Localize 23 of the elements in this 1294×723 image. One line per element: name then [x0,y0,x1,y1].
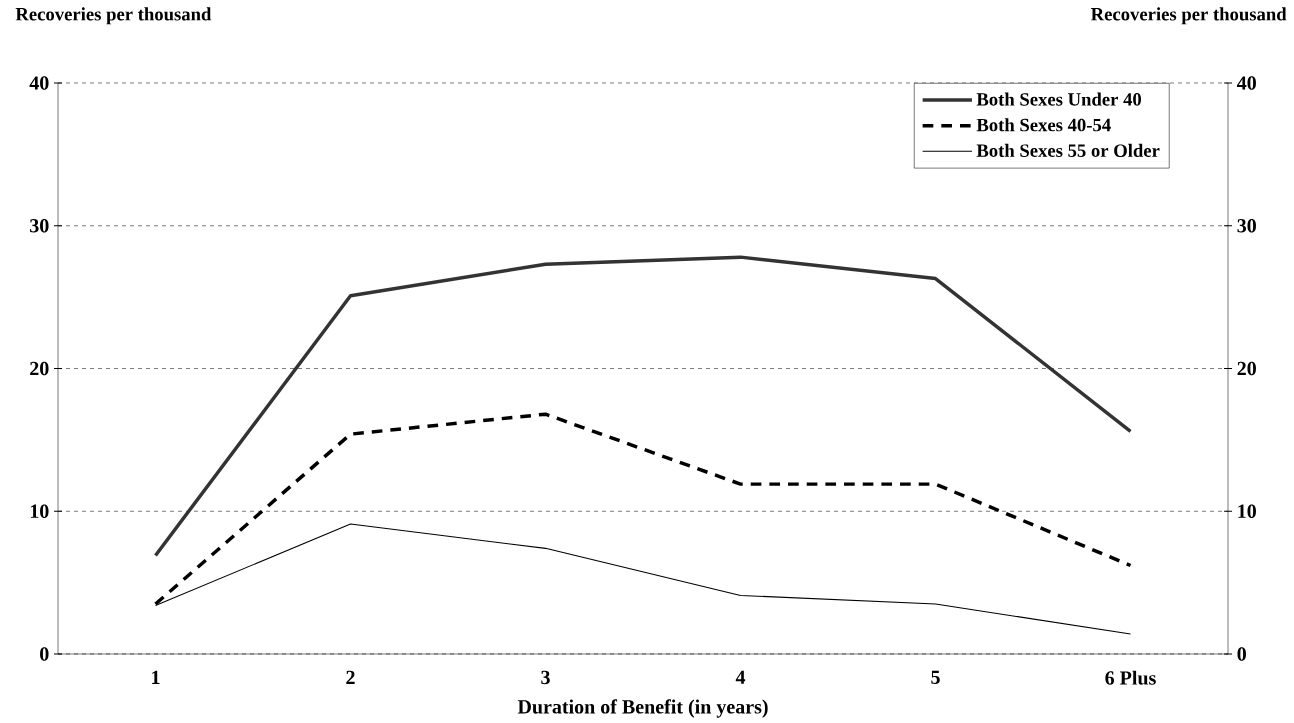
y-tick-label: 10 [30,504,49,518]
y2-tick-label: 0 [1237,647,1246,661]
line-series [153,255,1133,558]
y2-tick-label: 10 [1238,504,1256,518]
x-tick-label: 2 [346,670,355,684]
y2-tick-label: 40 [1237,76,1256,90]
x-tick-label: 5 [931,670,940,684]
legend-label: Both Sexes 55 or Older [976,143,1160,157]
y-tick-label: 40 [29,76,49,90]
y2-axis-title: Recoveries per thousand [1090,7,1287,25]
x-tick-label: 4 [735,670,746,684]
y-tick-label: 0 [40,647,49,661]
x-tick-label: 1 [152,670,160,684]
x-tick-label: 3 [541,670,550,685]
legend-label: Both Sexes Under 40 [976,92,1142,106]
y-tick-label: 30 [30,218,49,233]
y-tick-label: 20 [30,361,49,376]
x-tick-label: 6 Plus [1105,670,1156,685]
y2-tick-label: 20 [1237,361,1256,376]
y-axis-title: Recoveries per thousand [15,7,212,25]
legend-label: Both Sexes 40-54 [976,118,1111,132]
y2-tick-label: 30 [1237,218,1256,233]
x-axis-title: Duration of Benefit (in years) [517,699,768,718]
